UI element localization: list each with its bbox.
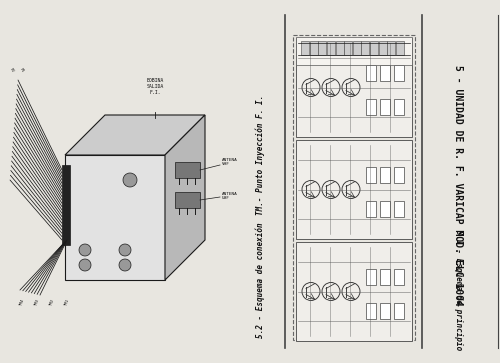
Polygon shape [165, 115, 205, 280]
Circle shape [119, 244, 131, 256]
Bar [327, 41, 335, 55]
Bar [394, 269, 404, 285]
Bar [394, 201, 404, 217]
Polygon shape [65, 115, 205, 155]
Bar [336, 41, 344, 55]
Bar [366, 303, 376, 319]
Bar [378, 41, 386, 55]
Bar [301, 41, 309, 55]
Text: TM4: TM4 [19, 298, 25, 306]
Bar [380, 65, 390, 81]
Text: P1: P1 [19, 67, 25, 73]
Circle shape [123, 173, 137, 187]
Bar [296, 37, 412, 65]
Text: TM2: TM2 [49, 298, 55, 306]
Bar [394, 303, 404, 319]
Bar [296, 242, 412, 341]
Bar [366, 269, 376, 285]
Circle shape [79, 259, 91, 271]
Bar [388, 41, 396, 55]
Text: P2: P2 [9, 67, 15, 73]
Bar [394, 65, 404, 81]
Text: 5.1 - Esquema de principio: 5.1 - Esquema de principio [454, 230, 462, 350]
Polygon shape [62, 165, 70, 245]
Bar [366, 201, 376, 217]
Bar [394, 167, 404, 183]
Polygon shape [65, 155, 165, 280]
Text: TM1: TM1 [64, 298, 70, 306]
Bar [296, 140, 412, 239]
Bar [394, 99, 404, 115]
Bar [293, 35, 415, 340]
Bar [344, 41, 352, 55]
Bar [380, 303, 390, 319]
Bar [310, 41, 318, 55]
Bar [366, 65, 376, 81]
Bar [175, 192, 200, 208]
Bar [175, 162, 200, 178]
Bar [353, 41, 361, 55]
Circle shape [79, 244, 91, 256]
Text: ANTENA
VHF: ANTENA VHF [222, 158, 238, 166]
Text: BOBINA
SALIDA
F.I.: BOBINA SALIDA F.I. [146, 78, 164, 95]
Bar [366, 99, 376, 115]
Bar [366, 167, 376, 183]
Text: 5 - UNIDAD DE R. F. VARICAP MOD. ELC 1004: 5 - UNIDAD DE R. F. VARICAP MOD. ELC 100… [453, 65, 463, 305]
Bar [296, 38, 412, 137]
Bar [318, 41, 326, 55]
Bar [362, 41, 370, 55]
Text: TM.- Punto Inyección F. I.: TM.- Punto Inyección F. I. [256, 95, 265, 215]
Circle shape [119, 259, 131, 271]
Text: ANTENA
UHF: ANTENA UHF [222, 192, 238, 200]
Bar [380, 269, 390, 285]
Bar [370, 41, 378, 55]
Bar [396, 41, 404, 55]
Text: 5.2 - Esquema de conexión: 5.2 - Esquema de conexión [256, 222, 265, 338]
Bar [380, 99, 390, 115]
Bar [380, 167, 390, 183]
Text: TM3: TM3 [34, 298, 40, 306]
Bar [380, 201, 390, 217]
